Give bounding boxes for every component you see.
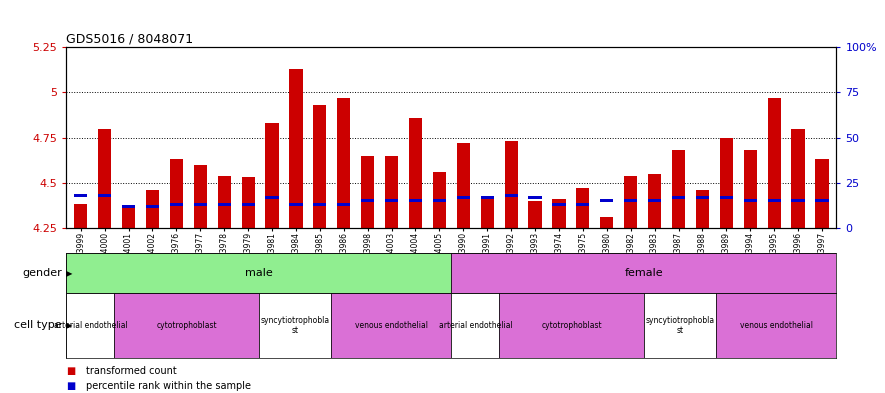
Bar xyxy=(499,293,644,358)
Bar xyxy=(385,200,398,202)
Bar xyxy=(504,194,518,197)
Text: cytotrophoblast: cytotrophoblast xyxy=(157,321,217,330)
Bar xyxy=(672,196,685,198)
Bar xyxy=(644,293,716,358)
Bar xyxy=(815,159,828,228)
Text: syncytiotrophobla
st: syncytiotrophobla st xyxy=(645,316,714,335)
Bar xyxy=(66,293,114,358)
Text: cytotrophoblast: cytotrophoblast xyxy=(542,321,602,330)
Bar xyxy=(451,293,499,358)
Bar xyxy=(433,172,446,228)
Bar xyxy=(600,200,613,202)
Bar xyxy=(457,143,470,228)
Bar xyxy=(289,203,303,206)
Bar xyxy=(242,203,255,206)
Bar xyxy=(600,217,613,228)
Bar xyxy=(767,98,781,228)
Bar xyxy=(528,201,542,228)
Text: percentile rank within the sample: percentile rank within the sample xyxy=(86,381,250,391)
Bar xyxy=(624,176,637,228)
Bar xyxy=(696,196,709,198)
Bar xyxy=(313,105,327,228)
Text: ■: ■ xyxy=(66,366,75,376)
Bar xyxy=(289,69,303,228)
Bar xyxy=(74,204,88,228)
Bar xyxy=(98,194,112,197)
Bar xyxy=(361,200,374,202)
Bar xyxy=(481,197,494,228)
Bar xyxy=(218,203,231,206)
Bar xyxy=(194,203,207,206)
Bar xyxy=(504,141,518,228)
Text: arterial endothelial: arterial endothelial xyxy=(54,321,127,330)
Text: ▶: ▶ xyxy=(65,269,72,277)
Bar xyxy=(696,190,709,228)
Bar xyxy=(266,123,279,228)
Bar xyxy=(313,203,327,206)
Bar xyxy=(385,156,398,228)
Bar xyxy=(337,98,350,228)
Bar xyxy=(552,199,566,228)
Bar xyxy=(409,118,422,228)
Text: venous endothelial: venous endothelial xyxy=(740,321,812,330)
Bar xyxy=(648,200,661,202)
Bar xyxy=(194,165,207,228)
Bar xyxy=(146,190,159,228)
Bar xyxy=(743,200,757,202)
Text: venous endothelial: venous endothelial xyxy=(355,321,427,330)
Bar xyxy=(624,200,637,202)
Bar xyxy=(218,176,231,228)
Bar xyxy=(552,203,566,206)
Bar xyxy=(720,196,733,198)
Bar xyxy=(672,150,685,228)
Bar xyxy=(146,205,159,208)
Bar xyxy=(170,159,183,228)
Text: gender: gender xyxy=(22,268,62,278)
Text: cell type: cell type xyxy=(14,320,62,330)
Bar xyxy=(457,196,470,198)
Text: ■: ■ xyxy=(66,381,75,391)
Bar xyxy=(258,293,331,358)
Bar xyxy=(74,194,88,197)
Bar xyxy=(815,200,828,202)
Text: ▶: ▶ xyxy=(65,321,72,330)
Bar xyxy=(791,200,804,202)
Bar xyxy=(791,129,804,228)
Text: male: male xyxy=(245,268,273,278)
Bar xyxy=(266,196,279,198)
Bar xyxy=(451,253,836,293)
Bar xyxy=(170,203,183,206)
Bar xyxy=(122,206,135,228)
Bar xyxy=(720,138,733,228)
Bar xyxy=(576,188,589,228)
Bar xyxy=(409,200,422,202)
Bar xyxy=(242,177,255,228)
Text: transformed count: transformed count xyxy=(86,366,177,376)
Text: arterial endothelial: arterial endothelial xyxy=(439,321,512,330)
Text: female: female xyxy=(625,268,663,278)
Text: GDS5016 / 8048071: GDS5016 / 8048071 xyxy=(66,33,194,46)
Bar xyxy=(743,150,757,228)
Bar xyxy=(114,293,258,358)
Bar xyxy=(576,203,589,206)
Bar xyxy=(433,200,446,202)
Bar xyxy=(66,253,451,293)
Bar xyxy=(767,200,781,202)
Bar xyxy=(331,293,451,358)
Bar xyxy=(716,293,836,358)
Bar xyxy=(122,205,135,208)
Bar xyxy=(337,203,350,206)
Bar xyxy=(361,156,374,228)
Bar xyxy=(528,196,542,198)
Bar xyxy=(648,174,661,228)
Bar xyxy=(481,196,494,198)
Text: syncytiotrophobla
st: syncytiotrophobla st xyxy=(260,316,329,335)
Bar xyxy=(98,129,112,228)
